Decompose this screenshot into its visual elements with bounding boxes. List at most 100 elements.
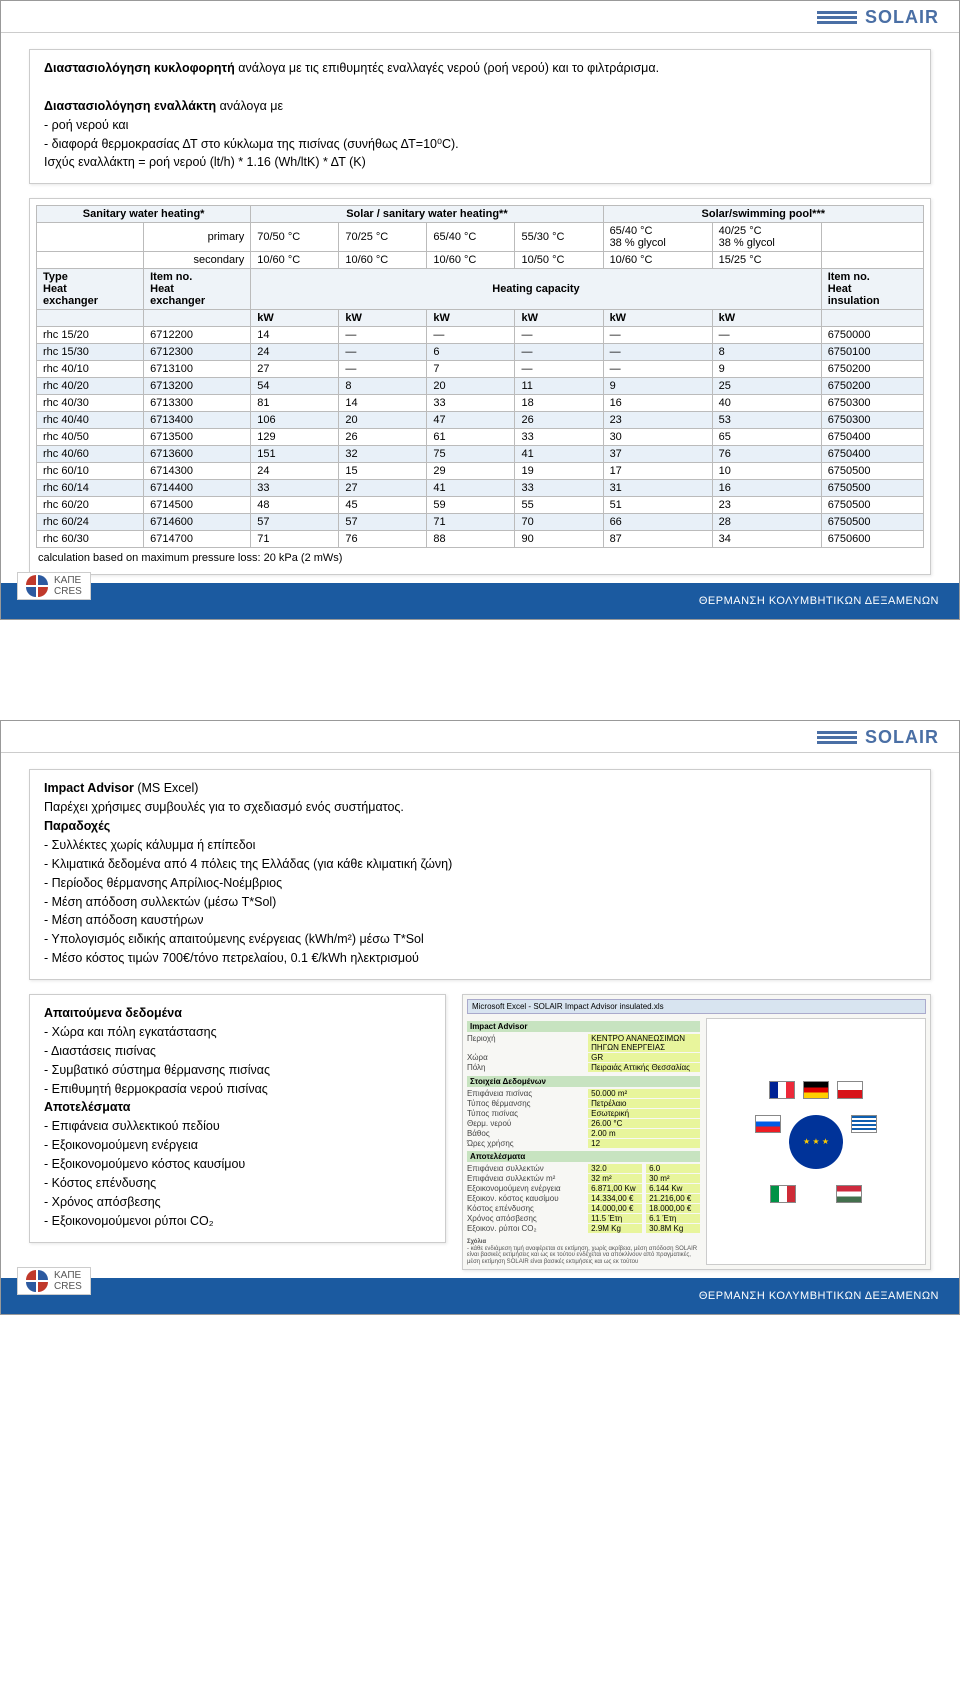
exchanger-text: ανάλογα με xyxy=(216,99,283,113)
list-item: - Εξοικονομούμενη ενέργεια xyxy=(44,1137,431,1154)
list-item: - Μέσο κόστος τιμών 700€/τόνο πετρελαίου… xyxy=(44,950,916,967)
ss-row: Τύπος πισίναςΕσωτερική xyxy=(467,1109,700,1118)
table-row: rhc 40/10671310027—7——96750200 xyxy=(37,361,924,378)
list-item: - Χρόνος απόσβεσης xyxy=(44,1194,431,1211)
impact-desc: Παρέχει χρήσιμες συμβουλές για το σχεδια… xyxy=(44,799,916,816)
exchanger-heading: Διαστασιολόγηση εναλλάκτη xyxy=(44,99,216,113)
ss-row: Εξοικον. κόστος καυσίμου14.334,00 €21.21… xyxy=(467,1194,700,1203)
primary-row: primary 70/50 °C 70/25 °C 65/40 °C 55/30… xyxy=(37,223,924,252)
table-row: rhc 60/1467144003327413331166750500 xyxy=(37,480,924,497)
group-solar-pool: Solar/swimming pool*** xyxy=(603,206,923,223)
unit-row: kW kW kW kW kW kW xyxy=(37,310,924,327)
list-item: - Μέση απόδοση καυστήρων xyxy=(44,912,916,929)
org-name-en: CRES xyxy=(54,1281,82,1292)
list-item: - Εξοικονομούμενο κόστος καυσίμου xyxy=(44,1156,431,1173)
capacity-table: Sanitary water heating* Solar / sanitary… xyxy=(36,205,924,548)
slide-header: SOLAIR xyxy=(1,1,959,33)
group-solar-sanitary: Solar / sanitary water heating** xyxy=(251,206,603,223)
ss-row: Θερμ. νερού26.00 °C xyxy=(467,1119,700,1128)
ss-row: Επιφάνεια συλλεκτών m²32 m²30 m² xyxy=(467,1174,700,1183)
logo-bars-icon xyxy=(817,731,857,744)
ss-row: Τύπος θέρμανσηςΠετρέλαιο xyxy=(467,1099,700,1108)
ss-row: Κόστος επένδυσης14.000,00 €18.000,00 € xyxy=(467,1204,700,1213)
impact-title: Impact Advisor xyxy=(44,781,134,795)
impact-title-suffix: (MS Excel) xyxy=(134,781,199,795)
flag-slovenia-icon xyxy=(755,1115,781,1133)
required-data-box: Απαιτούμενα δεδομένα - Χώρα και πόλη εγκ… xyxy=(29,994,446,1243)
cres-mark-icon xyxy=(26,1270,48,1292)
slide-footer: ΚΑΠΕ CRES ΘΕΡΜΑΝΣΗ ΚΟΛΥΜΒΗΤΙΚΩΝ ΔΕΞΑΜΕΝΩ… xyxy=(1,1278,959,1314)
flag-germany-icon xyxy=(803,1081,829,1099)
list-item: - Κόστος επένδυσης xyxy=(44,1175,431,1192)
org-name-en: CRES xyxy=(54,586,82,597)
ss-section-1: Impact Advisor xyxy=(467,1021,700,1032)
list-item: - Περίοδος θέρμανσης Απρίλιος-Νοέμβριος xyxy=(44,875,916,892)
circulator-text: ανάλογα με τις επιθυμητές εναλλαγές νερο… xyxy=(235,61,659,75)
table-row: rhc 60/2067145004845595551236750500 xyxy=(37,497,924,514)
footer-title: ΘΕΡΜΑΝΣΗ ΚΟΛΥΜΒΗΤΙΚΩΝ ΔΕΞΑΜΕΝΩΝ xyxy=(699,595,939,607)
slide-header: SOLAIR xyxy=(1,721,959,753)
list-item: - Υπολογισμός ειδικής απαιτούμενης ενέργ… xyxy=(44,931,916,948)
list-item: - Χώρα και πόλη εγκατάστασης xyxy=(44,1024,431,1041)
flag-france-icon xyxy=(769,1081,795,1099)
footer-title: ΘΕΡΜΑΝΣΗ ΚΟΛΥΜΒΗΤΙΚΩΝ ΔΕΞΑΜΕΝΩΝ xyxy=(699,1290,939,1302)
list-item: - Επιθυμητή θερμοκρασία νερού πισίνας xyxy=(44,1081,431,1098)
results-heading: Αποτελέσματα xyxy=(44,1100,130,1114)
table-row: rhc 60/3067147007176889087346750600 xyxy=(37,531,924,548)
ss-notes-title: Σχόλια xyxy=(467,1239,486,1245)
secondary-row: secondary 10/60 °C 10/60 °C 10/60 °C 10/… xyxy=(37,252,924,269)
ss-notes-body: - κάθε ενδιάμεση τιμή αναφέρεται σε εκτί… xyxy=(467,1246,700,1266)
list-item: - Κλιματικά δεδομένα από 4 πόλεις της Ελ… xyxy=(44,856,916,873)
ss-row: ΠεριοχήΚΕΝΤΡΟ ΑΝΑΝΕΩΣΙΜΩΝ ΠΗΓΩΝ ΕΝΕΡΓΕΙΑ… xyxy=(467,1034,700,1052)
calc-note: calculation based on maximum pressure lo… xyxy=(36,548,924,568)
ss-row: Χρόνος απόσβεσης11.5 Έτη6.1 Έτη xyxy=(467,1214,700,1223)
list-item: - Συλλέκτες χωρίς κάλυμμα ή επίπεδοι xyxy=(44,837,916,854)
ss-row: Επιφάνεια συλλεκτών32.06.0 xyxy=(467,1164,700,1173)
bullet-flow: - ροή νερού και xyxy=(44,117,916,134)
table-row: rhc 40/50671350012926613330656750400 xyxy=(37,429,924,446)
table-row: rhc 15/20671220014—————6750000 xyxy=(37,327,924,344)
ss-row: Βάθος2.00 m xyxy=(467,1129,700,1138)
bullet-dt: - διαφορά θερμοκρασίας ΔΤ στο κύκλωμα τη… xyxy=(44,136,916,153)
impact-advisor-box: Impact Advisor (MS Excel) Παρέχει χρήσιμ… xyxy=(29,769,931,980)
slide-1: SOLAIR Διαστασιολόγηση κυκλοφορητή ανάλο… xyxy=(0,0,960,620)
excel-screenshot: Microsoft Excel - SOLAIR Impact Advisor … xyxy=(462,994,931,1270)
header-row: Type Heat exchanger Item no. Heat exchan… xyxy=(37,269,924,310)
ss-toolbar: Microsoft Excel - SOLAIR Impact Advisor … xyxy=(467,999,926,1014)
list-item: - Εξοικονομούμενοι ρύποι CO₂ xyxy=(44,1213,431,1230)
flag-greece-icon xyxy=(851,1115,877,1133)
footer-org-logo: ΚΑΠΕ CRES xyxy=(17,572,91,600)
list-item: - Διαστάσεις πισίνας xyxy=(44,1043,431,1060)
list-item: - Συμβατικό σύστημα θέρμανσης πισίνας xyxy=(44,1062,431,1079)
ss-section-3: Αποτελέσματα xyxy=(467,1151,700,1162)
flags-panel: ★ ★ ★ xyxy=(706,1018,926,1265)
table-row: rhc 15/30671230024—6——86750100 xyxy=(37,344,924,361)
circulator-heading: Διαστασιολόγηση κυκλοφορητή xyxy=(44,61,235,75)
ss-row: Εξοικονομούμενη ενέργεια6.871,00 Kw6.144… xyxy=(467,1184,700,1193)
slide-footer: ΚΑΠΕ CRES ΘΕΡΜΑΝΣΗ ΚΟΛΥΜΒΗΤΙΚΩΝ ΔΕΞΑΜΕΝΩ… xyxy=(1,583,959,619)
ss-section-2: Στοιχεία Δεδομένων xyxy=(467,1076,700,1087)
ss-row: Ώρες χρήσης12 xyxy=(467,1139,700,1148)
eu-logo-icon: ★ ★ ★ xyxy=(789,1115,843,1169)
footer-org-logo: ΚΑΠΕ CRES xyxy=(17,1267,91,1295)
group-sanitary: Sanitary water heating* xyxy=(37,206,251,223)
solair-logo: SOLAIR xyxy=(817,7,939,28)
org-name-gr: ΚΑΠΕ xyxy=(54,575,82,586)
org-name-gr: ΚΑΠΕ xyxy=(54,1270,82,1281)
table-row: rhc 40/20671320054820119256750200 xyxy=(37,378,924,395)
cres-mark-icon xyxy=(26,575,48,597)
ss-row: Επιφάνεια πισίνας50.000 m² xyxy=(467,1089,700,1098)
flag-hungary-icon xyxy=(836,1185,862,1203)
sizing-text-box: Διαστασιολόγηση κυκλοφορητή ανάλογα με τ… xyxy=(29,49,931,184)
solair-logo: SOLAIR xyxy=(817,727,939,748)
brand-name: SOLAIR xyxy=(865,727,939,748)
assumptions-heading: Παραδοχές xyxy=(44,819,110,833)
list-item: - Επιφάνεια συλλεκτικού πεδίου xyxy=(44,1118,431,1135)
req-heading: Απαιτούμενα δεδομένα xyxy=(44,1006,182,1020)
ss-row: Εξοικον. ρύποι CO₂2.9M Kg30.8M Kg xyxy=(467,1224,700,1233)
power-formula: Ισχύς εναλλάκτη = ροή νερού (lt/h) * 1.1… xyxy=(44,154,916,171)
brand-name: SOLAIR xyxy=(865,7,939,28)
table-row: rhc 60/2467146005757717066286750500 xyxy=(37,514,924,531)
table-row: rhc 40/3067133008114331816406750300 xyxy=(37,395,924,412)
ss-row: ΧώραGR xyxy=(467,1053,700,1062)
